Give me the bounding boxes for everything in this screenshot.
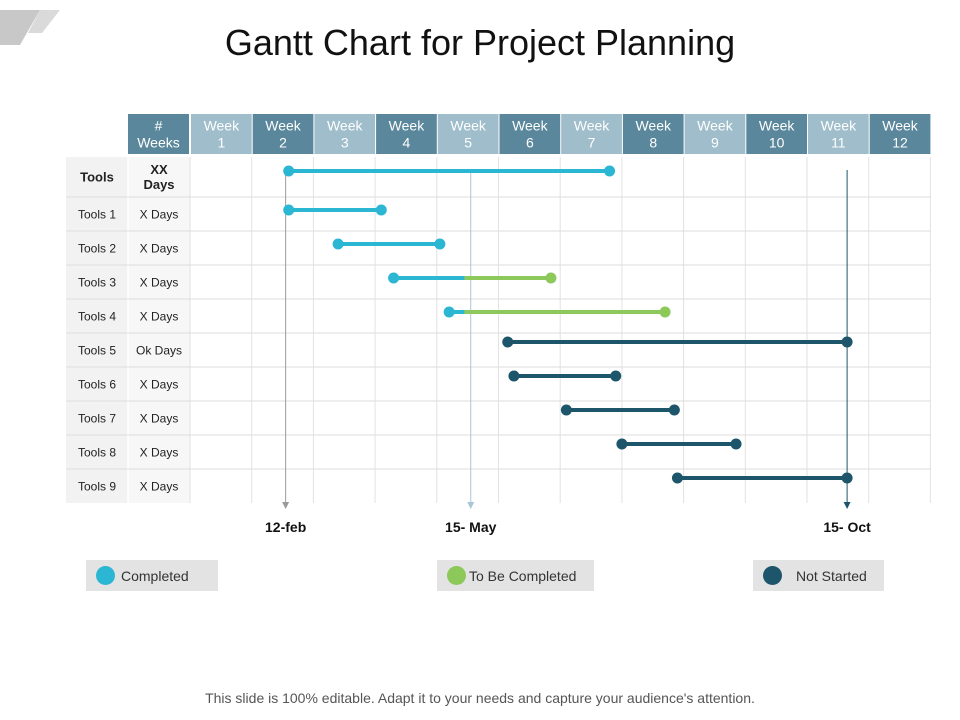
week-header-cell	[499, 114, 561, 154]
task-label: Tools 9	[78, 480, 116, 494]
task-end-point	[375, 204, 387, 216]
milestone-label: 15- May	[445, 519, 497, 535]
task-label: Tools 8	[78, 446, 116, 460]
week-header-label: Week 1	[204, 117, 241, 150]
task-end-point	[841, 336, 853, 348]
gantt-chart: # Weeks Week 1 Week 2 Week 3 Week 4 Week 5 Week 6 Week…	[66, 114, 931, 535]
week-header-label: Week 9	[697, 117, 734, 150]
task-duration: X Days	[140, 412, 179, 426]
week-header-label: Week 11	[821, 117, 858, 150]
weeks-header-label: # Weeks	[137, 117, 180, 150]
task-label: Tools 1	[78, 208, 116, 222]
task-end-point	[730, 438, 742, 450]
footer-note: This slide is 100% editable. Adapt it to…	[205, 690, 755, 706]
week-header-label: Week 7	[574, 117, 611, 150]
task-start-point	[616, 438, 628, 450]
task-duration: XX Days	[143, 162, 174, 192]
task-end-point	[545, 272, 557, 284]
task-start-point	[443, 306, 455, 318]
page-title: Gantt Chart for Project Planning	[224, 22, 736, 63]
week-header-label: Week 4	[389, 117, 426, 150]
task-start-point	[283, 204, 295, 216]
completed-dot-icon	[96, 566, 115, 585]
task-start-point	[283, 165, 295, 177]
legend-label-completed: Completed	[121, 567, 189, 584]
week-header-cell	[252, 114, 314, 154]
task-start-point	[332, 238, 344, 250]
week-header-label: Week 2	[265, 117, 302, 150]
task-end-point	[668, 404, 680, 416]
week-header-cell	[869, 114, 931, 154]
task-duration: X Days	[140, 480, 179, 494]
milestone-label: 12-feb	[265, 519, 306, 535]
milestone-label: 15- Oct	[823, 519, 871, 535]
week-header-cell	[622, 114, 684, 154]
to-be-completed-dot-icon	[447, 566, 466, 585]
task-label: Tools 5	[78, 344, 116, 358]
task-duration: X Days	[140, 276, 179, 290]
task-duration: X Days	[140, 208, 179, 222]
task-label: Tools 3	[78, 276, 116, 290]
task-label: Tools 2	[78, 242, 116, 256]
week-header-label: Week 8	[635, 117, 672, 150]
task-label: Tools 7	[78, 412, 116, 426]
task-label: Tools	[80, 170, 114, 185]
week-header-cell	[561, 114, 622, 154]
week-header-cell	[808, 114, 869, 154]
corner-decoration	[0, 10, 60, 45]
legend-item-to-be-completed: To Be Completed	[437, 560, 594, 591]
legend-item-completed: Completed	[86, 560, 218, 591]
task-start-point	[671, 472, 683, 484]
task-start-point	[388, 272, 400, 284]
task-start-point	[502, 336, 514, 348]
week-header-cell	[376, 114, 437, 154]
milestone-arrow-icon	[282, 502, 290, 509]
weeks-header-cell	[128, 114, 189, 154]
task-start-point	[508, 370, 520, 382]
task-end-point	[434, 238, 446, 250]
legend-item-not-started: Not Started	[753, 560, 884, 591]
week-header-cell	[191, 114, 252, 154]
task-duration: X Days	[140, 242, 179, 256]
legend-label-not-started: Not Started	[796, 567, 867, 584]
milestone-arrow-icon	[467, 502, 475, 509]
task-end-point	[841, 472, 853, 484]
not-started-dot-icon	[763, 566, 782, 585]
week-header-label: Week 3	[327, 117, 364, 150]
task-label: Tools 4	[78, 310, 116, 324]
task-end-point	[610, 370, 622, 382]
week-header-label: Week 5	[450, 117, 487, 150]
tools-column	[66, 157, 128, 503]
duration-column	[128, 157, 190, 503]
task-duration: Ok Days	[136, 344, 182, 358]
task-duration: X Days	[140, 310, 179, 324]
week-header-cell	[684, 114, 746, 154]
week-header-label: Week 10	[759, 117, 796, 150]
task-duration: X Days	[140, 446, 179, 460]
week-header-cell	[437, 114, 499, 154]
milestone-arrow-icon	[843, 502, 851, 509]
task-label: Tools 6	[78, 378, 116, 392]
task-start-point	[560, 404, 572, 416]
task-duration: X Days	[140, 378, 179, 392]
legend-label-to-be-completed: To Be Completed	[469, 567, 577, 584]
week-header-label: Week 12	[882, 117, 919, 150]
task-end-point	[604, 165, 616, 177]
task-end-point	[659, 306, 671, 318]
week-header-cell	[746, 114, 807, 154]
week-header-label: Week 6	[512, 117, 549, 150]
week-header-cell	[314, 114, 376, 154]
